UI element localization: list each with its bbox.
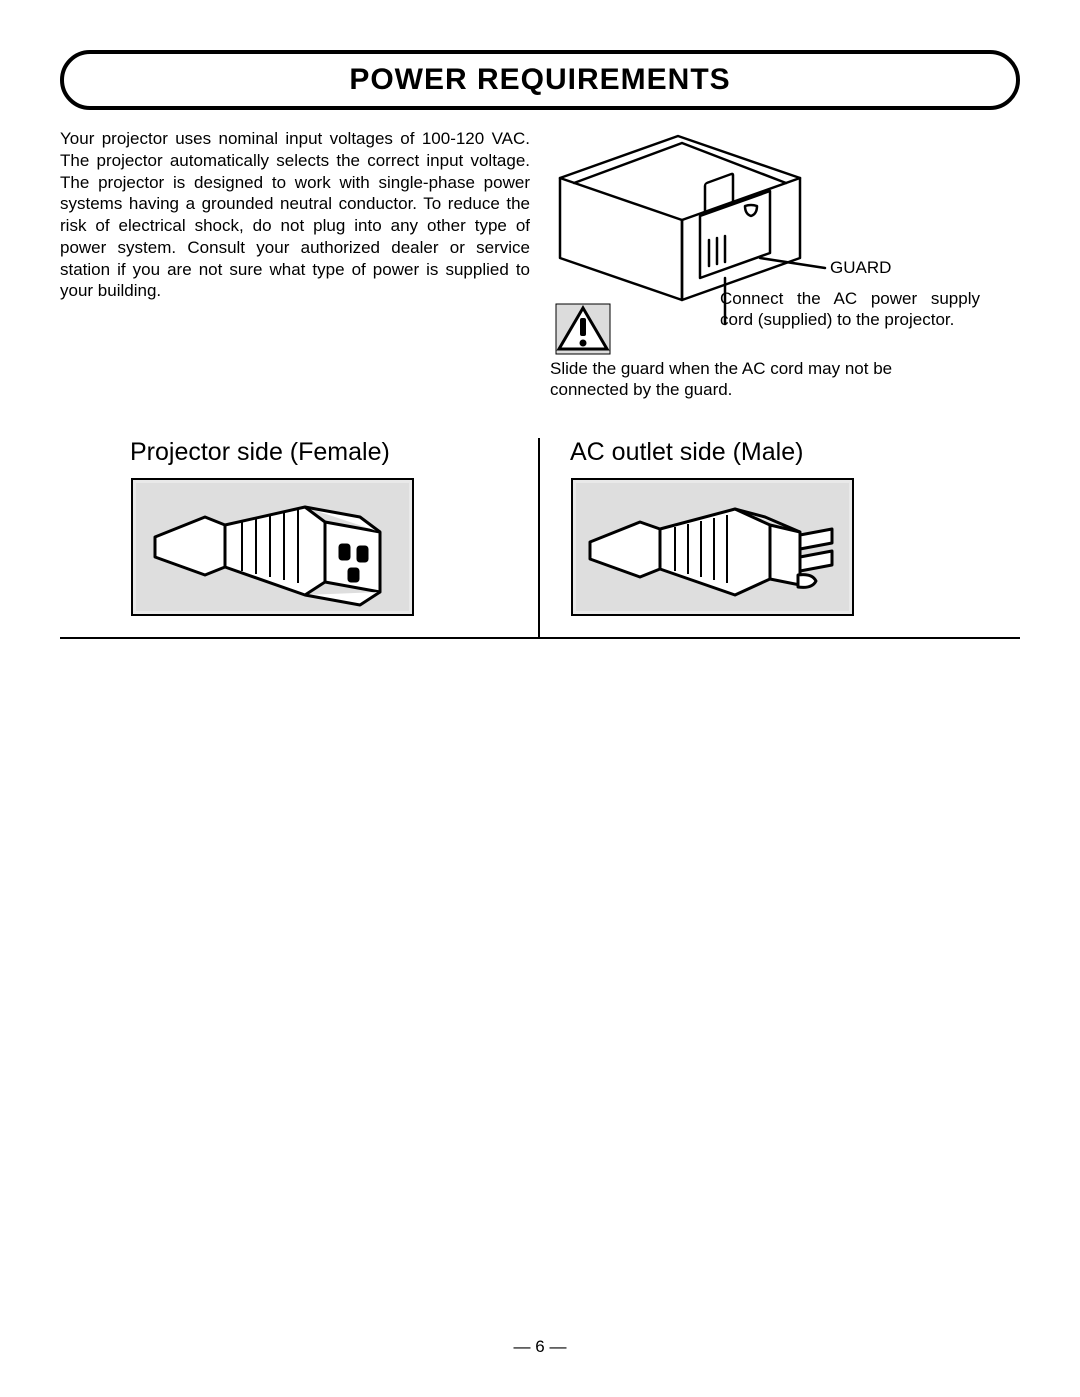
warning-triangle-icon — [555, 303, 611, 355]
section-title-capsule: POWER REQUIREMENTS — [60, 50, 1020, 110]
female-plug-figure — [130, 477, 415, 617]
body-paragraph: Your projector uses nominal input voltag… — [60, 128, 530, 408]
male-plug-column: AC outlet side (Male) — [540, 438, 1020, 637]
page-number: — 6 — — [0, 1337, 1080, 1357]
plug-row: Projector side (Female) — [60, 438, 1020, 637]
female-plug-column: Projector side (Female) — [60, 438, 540, 637]
male-plug-figure — [570, 477, 855, 617]
female-plug-heading: Projector side (Female) — [130, 438, 518, 467]
section-title: POWER REQUIREMENTS — [349, 63, 730, 97]
male-plug-heading: AC outlet side (Male) — [570, 438, 1000, 467]
guard-callout-label: GUARD — [830, 258, 891, 278]
upper-row: Your projector uses nominal input voltag… — [60, 128, 1020, 408]
section-divider — [60, 637, 1020, 639]
female-plug-icon — [130, 477, 415, 617]
slide-instruction: Slide the guard when the AC cord may not… — [550, 358, 910, 401]
connect-instruction: Connect the AC power supply cord (suppli… — [720, 288, 980, 331]
manual-page: POWER REQUIREMENTS Your projector uses n… — [0, 0, 1080, 1397]
male-plug-icon — [570, 477, 855, 617]
projector-diagram-area: GUARD Connect the AC power supply cord (… — [550, 128, 1020, 408]
